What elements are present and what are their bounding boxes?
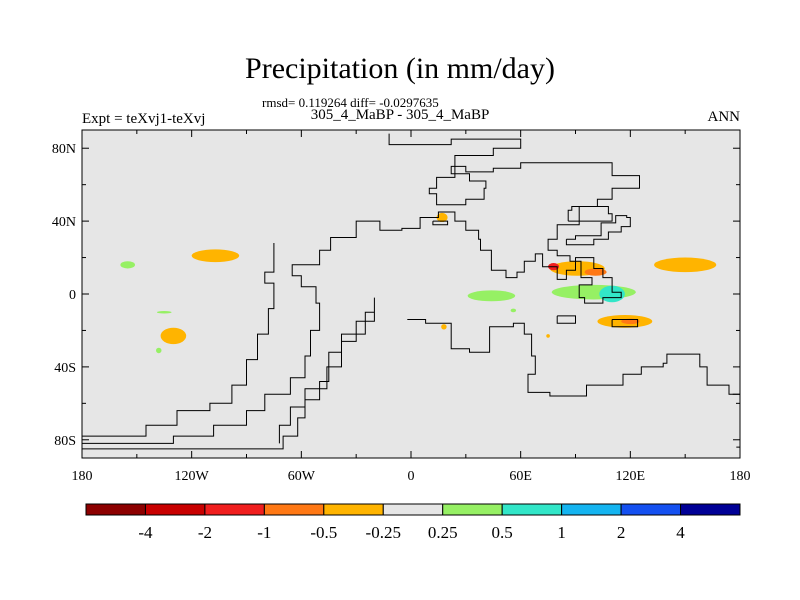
colorbar-label: -4	[138, 523, 153, 542]
colorbar-label: -0.25	[366, 523, 401, 542]
colorbar-label: 4	[676, 523, 685, 542]
y-tick-label: 80N	[52, 142, 76, 157]
x-tick-label: 0	[408, 469, 415, 484]
colorbar-label: 0.5	[492, 523, 513, 542]
coastline	[556, 315, 576, 324]
experiment-label: Expt = teXvj1-teXvj	[82, 111, 206, 127]
colorbar-label: 1	[557, 523, 566, 542]
colorbar-swatch	[85, 503, 146, 516]
season-label: ANN	[707, 109, 741, 125]
colorbar-swatch	[263, 503, 325, 516]
colorbar-swatch	[323, 503, 384, 516]
x-tick-label: 180	[730, 469, 751, 484]
coastline	[82, 243, 275, 437]
colorbar-swatch	[144, 503, 206, 516]
y-tick-label: 40S	[54, 361, 76, 376]
chart-title: Precipitation (in mm/day)	[245, 52, 555, 85]
colorbar-label: -1	[257, 523, 271, 542]
coastline	[82, 297, 375, 450]
colorbar-swatch	[561, 503, 622, 516]
coastline	[732, 385, 740, 448]
y-tick-label: 40N	[52, 215, 76, 230]
anomaly-region	[654, 257, 717, 273]
anomaly-region	[160, 327, 187, 345]
coastline	[432, 220, 449, 226]
coastline	[407, 319, 740, 404]
colorbar-swatch	[204, 503, 265, 516]
anomaly-region	[156, 310, 172, 314]
anomaly-region	[546, 334, 550, 338]
x-tick-label: 60E	[509, 469, 532, 484]
coastline	[565, 215, 631, 246]
x-tick-label: 180	[72, 469, 93, 484]
anomaly-region	[436, 212, 448, 223]
anomaly-region	[191, 249, 240, 263]
anomaly-region	[120, 261, 136, 269]
colorbar-label: -0.5	[310, 523, 337, 542]
y-tick-label: 80S	[54, 434, 76, 449]
colorbar-label: 0.25	[428, 523, 458, 542]
chart-subtitle: 305_4_MaBP - 305_4_MaBP	[310, 107, 490, 123]
colorbar-label: -2	[198, 523, 212, 542]
coastline	[82, 133, 640, 444]
colorbar-swatch	[680, 503, 741, 516]
colorbar-swatch	[501, 503, 563, 516]
colorbar-swatch	[620, 503, 682, 516]
x-tick-label: 60W	[288, 469, 316, 484]
anomaly-region	[156, 347, 162, 354]
anomaly-region	[467, 290, 516, 302]
anomaly-region	[510, 308, 517, 313]
map-background	[82, 130, 740, 458]
x-tick-label: 120E	[616, 469, 646, 484]
y-tick-label: 0	[69, 288, 76, 303]
colorbar-label: 2	[617, 523, 626, 542]
colorbar-swatch	[382, 503, 444, 516]
coastline	[567, 206, 613, 222]
anomaly-region	[584, 268, 607, 276]
stats-line: rmsd= 0.119264 diff= -0.0297635	[262, 95, 439, 110]
colorbar-swatch	[442, 503, 503, 516]
anomaly-region	[441, 324, 447, 330]
x-tick-label: 120W	[175, 469, 210, 484]
coastline	[611, 319, 639, 328]
